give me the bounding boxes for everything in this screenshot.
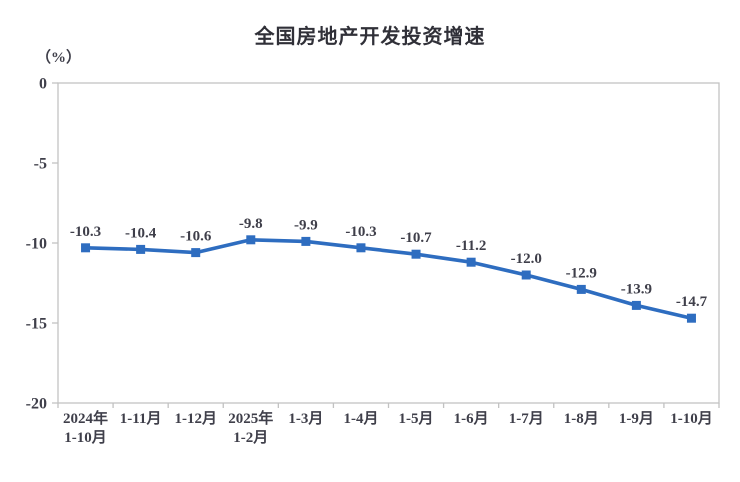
y-axis-ticks <box>52 82 58 404</box>
x-axis-category-label: 2025年 1-2月 <box>228 409 273 446</box>
y-axis-tick-label: -10 <box>26 236 47 253</box>
x-axis-category-label: 1-5月 <box>399 410 434 427</box>
y-axis-labels: 0 -5 -10 -15 -20 <box>26 76 47 413</box>
data-point-label: -10.4 <box>125 225 157 241</box>
data-point-label: -12.9 <box>566 265 597 281</box>
data-point-marker <box>411 249 421 259</box>
data-point-marker <box>466 257 476 267</box>
data-point-marker <box>191 248 201 258</box>
data-point-marker <box>81 243 91 253</box>
x-axis-category-label: 2024年 1-10月 <box>63 409 108 446</box>
data-point-marker <box>521 270 531 280</box>
plot-area-border <box>57 82 720 404</box>
x-axis-category-label: 1-10月 <box>670 410 713 427</box>
data-point-marker <box>631 300 641 310</box>
data-point-label: -9.8 <box>239 216 263 232</box>
chart-title: 全国房地产开发投资增速 <box>254 26 486 48</box>
data-point-marker <box>576 284 586 294</box>
x-axis-category-label: 1-8月 <box>564 410 599 427</box>
x-axis-category-label: 1-3月 <box>288 410 323 427</box>
x-axis-category-label: 1-7月 <box>509 410 544 427</box>
data-point-marker <box>356 243 366 253</box>
x-axis-category-label: 1-12月 <box>174 410 217 427</box>
data-point-label: -9.9 <box>294 217 318 233</box>
x-axis-category-label: 1-11月 <box>120 410 162 427</box>
y-axis-tick-label: -20 <box>26 396 47 413</box>
data-point-label: -13.9 <box>621 281 652 297</box>
x-axis-category-label: 1-9月 <box>619 410 654 427</box>
trend-line <box>83 238 694 321</box>
data-point-marker <box>301 236 311 246</box>
x-axis-labels: 2024年 1-10月 1-11月 1-12月 2025年 1-2月 1-3月 1-4月 1-5… <box>63 409 713 446</box>
x-axis-category-label: 1-4月 <box>343 410 378 427</box>
data-point-label: -14.7 <box>676 294 708 310</box>
y-axis-tick-label: -15 <box>26 316 47 333</box>
y-axis-unit-label: （%） <box>36 50 82 66</box>
data-point-label: -10.6 <box>180 229 212 245</box>
data-point-label: -11.2 <box>456 238 486 254</box>
data-point-labels: -10.3 -10.4 -10.6 -9.8 -9.9 -10.3 -10.7 -11.2 -1… <box>70 216 708 310</box>
data-point-marker <box>136 244 146 254</box>
x-axis-category-label: 1-6月 <box>454 410 489 427</box>
y-axis-tick-label: -5 <box>34 156 47 173</box>
data-point-label: -10.7 <box>400 230 432 246</box>
data-point-label: -12.0 <box>511 251 542 267</box>
x-axis-ticks <box>57 403 720 408</box>
y-axis-tick-label: 0 <box>39 76 47 93</box>
data-point-marker <box>246 235 256 245</box>
data-point-label: -10.3 <box>345 224 376 240</box>
data-point-markers <box>81 235 696 323</box>
data-point-marker <box>686 313 696 323</box>
data-point-label: -10.3 <box>70 224 101 240</box>
